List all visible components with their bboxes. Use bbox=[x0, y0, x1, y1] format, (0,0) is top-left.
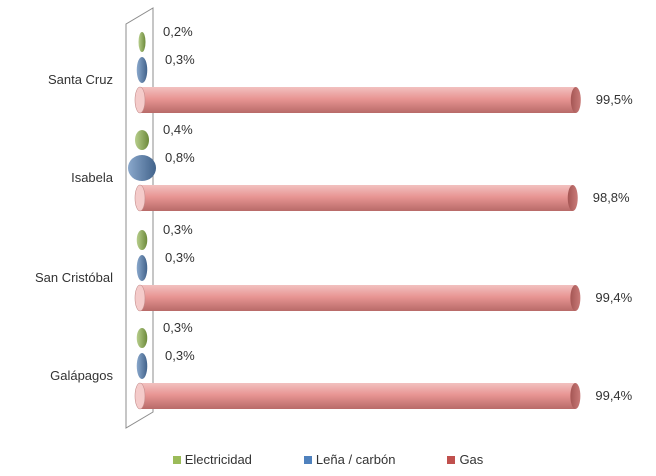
legend-swatch-lena-carbon bbox=[303, 455, 312, 464]
legend-item-gas: Gas bbox=[447, 452, 483, 467]
bar-electricidad-santa-cruz bbox=[138, 32, 146, 52]
data-label-lena-carbon-galapagos: 0,3% bbox=[165, 348, 195, 363]
bar-gas-san-cristobal bbox=[134, 284, 581, 312]
category-label-san-cristobal: San Cristóbal bbox=[35, 270, 113, 285]
bar-electricidad-san-cristobal bbox=[136, 230, 148, 250]
category-axis-labels: Santa Cruz Isabela San Cristóbal Galápagos bbox=[35, 72, 114, 383]
bar-lena-carbon-santa-cruz bbox=[136, 57, 148, 83]
bar-lena-carbon-san-cristobal bbox=[136, 255, 148, 281]
bar-gas-santa-cruz bbox=[134, 86, 581, 114]
category-label-isabela: Isabela bbox=[71, 170, 114, 185]
legend-item-electricidad: Electricidad bbox=[172, 452, 252, 467]
data-label-lena-carbon-isabela: 0,8% bbox=[165, 150, 195, 165]
legend-item-lena-carbon: Leña / carbón bbox=[303, 452, 396, 467]
data-label-electricidad-santa-cruz: 0,2% bbox=[163, 24, 193, 39]
data-label-electricidad-galapagos: 0,3% bbox=[163, 320, 193, 335]
bar-lena-carbon-galapagos bbox=[136, 353, 148, 379]
bars-group bbox=[127, 32, 581, 410]
legend-swatch-electricidad bbox=[172, 455, 181, 464]
bar-electricidad-isabela bbox=[134, 130, 150, 150]
bar-electricidad-galapagos bbox=[136, 328, 148, 348]
legend-label-gas: Gas bbox=[459, 452, 484, 467]
data-labels-group: 0,2% 0,3% 99,5% 0,4% 0,8% 98,8% 0,3% 0,3% 99,4% 0… bbox=[163, 24, 633, 403]
legend-label-lena-carbon: Leña / carbón bbox=[315, 452, 396, 467]
data-label-electricidad-isabela: 0,4% bbox=[163, 122, 193, 137]
bar-gas-galapagos bbox=[134, 382, 581, 410]
data-label-lena-carbon-santa-cruz: 0,3% bbox=[165, 52, 195, 67]
data-label-gas-san-cristobal: 99,4% bbox=[595, 290, 632, 305]
data-label-electricidad-san-cristobal: 0,3% bbox=[163, 222, 193, 237]
bar-lena-carbon-isabela bbox=[127, 155, 157, 181]
category-label-galapagos: Galápagos bbox=[50, 368, 113, 383]
legend: Electricidad Leña / carbón Gas bbox=[0, 452, 656, 467]
category-label-santa-cruz: Santa Cruz bbox=[48, 72, 113, 87]
data-label-gas-isabela: 98,8% bbox=[593, 190, 630, 205]
data-label-lena-carbon-san-cristobal: 0,3% bbox=[165, 250, 195, 265]
bar-gas-isabela bbox=[134, 184, 578, 212]
legend-label-electricidad: Electricidad bbox=[184, 452, 252, 467]
data-label-gas-santa-cruz: 99,5% bbox=[596, 92, 633, 107]
legend-swatch-gas bbox=[447, 455, 456, 464]
data-label-gas-galapagos: 99,4% bbox=[595, 388, 632, 403]
